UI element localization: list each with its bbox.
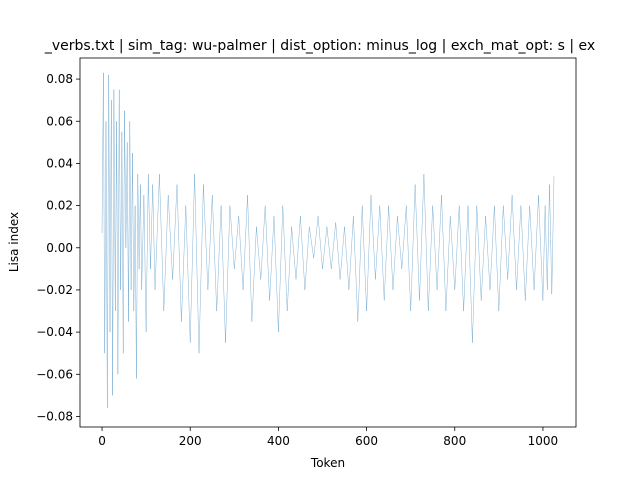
y-tick-label: −0.08 <box>36 409 73 423</box>
y-tick-label: 0.00 <box>46 241 73 255</box>
x-axis-label: Token <box>310 456 345 470</box>
series-line-0 <box>101 72 555 409</box>
y-tick-label: 0.04 <box>46 156 73 170</box>
x-tick-label: 1000 <box>528 434 559 448</box>
x-tick-label: 0 <box>98 434 106 448</box>
plot-area <box>101 72 555 409</box>
y-axis: −0.08 −0.06 −0.04 −0.02 0.00 0.02 0.04 0.06 0.08 <box>36 72 80 423</box>
x-tick-label: 600 <box>355 434 378 448</box>
x-tick-label: 400 <box>267 434 290 448</box>
x-axis: 0 200 400 600 800 1000 <box>98 427 558 448</box>
y-tick-label: −0.06 <box>36 367 73 381</box>
x-tick-label: 800 <box>443 434 466 448</box>
axes-frame <box>79 57 577 428</box>
y-tick-label: 0.06 <box>46 114 73 128</box>
y-axis-label: Lisa index <box>7 212 21 272</box>
y-tick-label: 0.08 <box>46 72 73 86</box>
chart-title: _verbs.txt | sim_tag: wu-palmer | dist_o… <box>44 38 595 54</box>
x-tick-label: 200 <box>179 434 202 448</box>
y-tick-label: 0.02 <box>46 199 73 213</box>
y-tick-label: −0.04 <box>36 325 73 339</box>
y-tick-label: −0.02 <box>36 283 73 297</box>
